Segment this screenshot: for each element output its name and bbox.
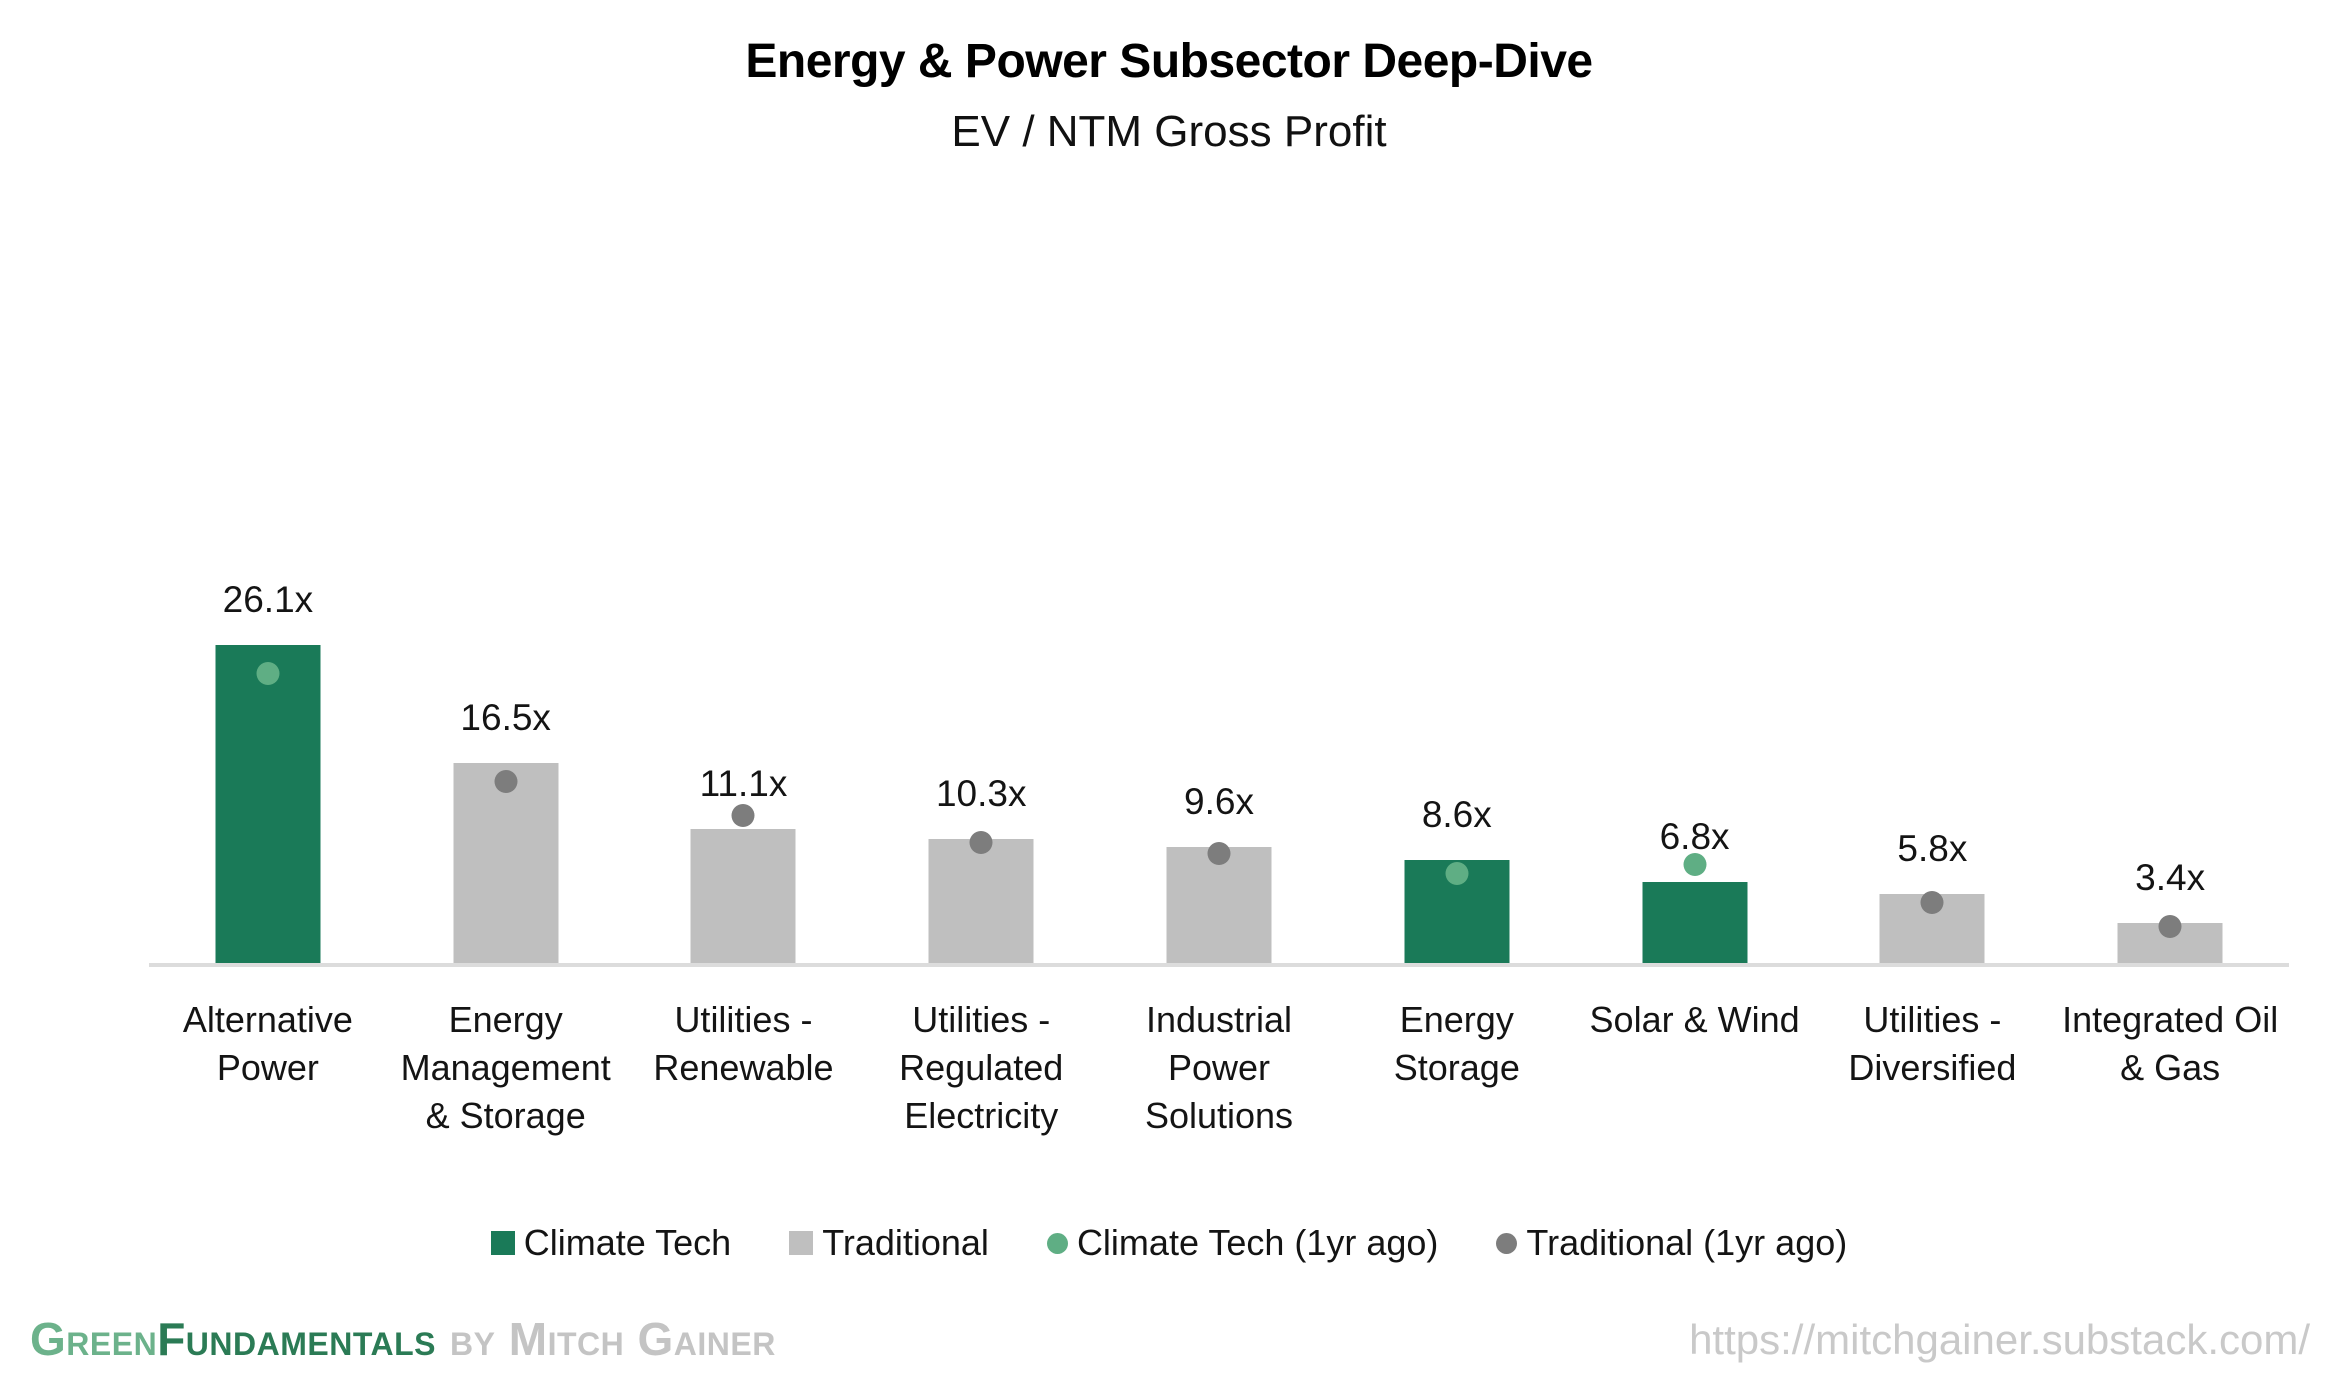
legend-label: Traditional <box>822 1222 989 1263</box>
dot-1yr-ago <box>731 804 755 827</box>
legend-item-traditional: Traditional <box>789 1222 989 1264</box>
legend-square-swatch <box>789 1231 814 1255</box>
bar-value-label: 8.6x <box>1421 794 1492 835</box>
bar-column-solar-wind: 6.8x <box>1576 560 1814 965</box>
legend: Climate Tech Traditional Climate Tech (1yr… <box>0 1222 2338 1264</box>
legend-square-swatch <box>490 1231 515 1255</box>
bar-column-energy-management-storage: 16.5x <box>387 560 625 965</box>
chart-title: Energy & Power Subsector Deep-Dive <box>745 35 1593 88</box>
bar-value-label: 10.3x <box>935 773 1027 814</box>
category-label-solar-wind: Solar & Wind <box>1589 999 1800 1040</box>
bar-value-label: 9.6x <box>1184 781 1254 822</box>
bar-column-utilities-regulated-electricity: 10.3x <box>862 560 1100 965</box>
dot-1yr-ago <box>1683 853 1707 876</box>
brand-green-text: Green <box>30 1313 158 1365</box>
category-label-energy-storage: Energy Storage <box>1393 999 1520 1088</box>
bar-energy-management-storage <box>453 763 559 965</box>
bar-value-label: 5.8x <box>1897 828 1968 869</box>
bar-column-integrated-oil-gas: 3.4x <box>2051 560 2289 965</box>
legend-item-traditional-1yr-ago: Traditional (1yr ago) <box>1496 1222 1847 1264</box>
bar-column-energy-storage: 8.6x <box>1338 560 1576 965</box>
bar-value-label: 6.8x <box>1659 816 1730 857</box>
x-axis-line <box>149 963 2289 967</box>
bar-value-label: 16.5x <box>460 697 551 738</box>
legend-item-climate-tech: Climate Tech <box>490 1222 732 1264</box>
category-label-energy-management-storage: Energy Management & Storage <box>400 999 611 1136</box>
bar-column-utilities-renewable: 11.1x <box>625 560 863 965</box>
dot-1yr-ago <box>1920 891 1944 914</box>
category-axis: Alternative Power Energy Management & Sto… <box>149 996 2289 1140</box>
legend-label: Climate Tech <box>523 1222 732 1263</box>
category-label-alternative-power: Alternative Power <box>182 999 353 1088</box>
bar-value-label: 11.1x <box>699 763 788 804</box>
bar-value-label: 26.1x <box>222 579 314 620</box>
dot-1yr-ago <box>1445 862 1469 885</box>
brand-logo: GreenFundamentals by Mitch Gainer <box>30 1312 776 1366</box>
bar-column-industrial-power-solutions: 9.6x <box>1100 560 1338 965</box>
bar-value-label: 3.4x <box>2135 857 2206 898</box>
legend-item-climate-tech-1yr-ago: Climate Tech (1yr ago) <box>1046 1222 1439 1264</box>
bar-column-alternative-power: 26.1x <box>149 560 387 965</box>
dot-1yr-ago <box>494 770 518 793</box>
dot-1yr-ago <box>256 662 280 685</box>
bar-solar-wind <box>1642 882 1748 965</box>
chart-header: Energy & Power Subsector Deep-Dive EV / … <box>0 34 2338 157</box>
bar-column-utilities-diversified: 5.8x <box>1813 560 2051 965</box>
substack-url-link[interactable]: https://mitchgainer.substack.com/ <box>1689 1316 2310 1363</box>
bar-utilities-renewable <box>690 829 796 965</box>
dot-1yr-ago <box>969 831 993 854</box>
bar-industrial-power-solutions <box>1166 847 1272 965</box>
legend-label: Climate Tech (1yr ago) <box>1076 1222 1439 1263</box>
bar-utilities-regulated-electricity <box>928 839 1034 965</box>
legend-circle-swatch <box>1496 1232 1518 1254</box>
legend-label: Traditional (1yr ago) <box>1526 1222 1848 1263</box>
category-label-utilities-renewable: Utilities - Renewable <box>653 999 834 1088</box>
category-label-utilities-regulated-electricity: Utilities - Regulated Electricity <box>899 999 1064 1136</box>
chart-subtitle: EV / NTM Gross Profit <box>951 107 1387 156</box>
category-label-integrated-oil-gas: Integrated Oil & Gas <box>2062 999 2279 1088</box>
dot-1yr-ago <box>2158 915 2182 938</box>
category-label-industrial-power-solutions: Industrial Power Solutions <box>1144 999 1294 1136</box>
brand-rest-text: Fundamentals <box>157 1313 437 1365</box>
brand-byline-text: by Mitch Gainer <box>450 1313 776 1365</box>
category-label-utilities-diversified: Utilities - Diversified <box>1848 999 2017 1088</box>
bar-alternative-power <box>215 645 321 965</box>
legend-circle-swatch <box>1046 1232 1068 1254</box>
plot-area: 26.1x 16.5x 11.1x 10.3x 9.6x 8.6x 6.8x 5.8x 3.4x <box>149 560 2289 965</box>
dot-1yr-ago <box>1207 842 1231 865</box>
